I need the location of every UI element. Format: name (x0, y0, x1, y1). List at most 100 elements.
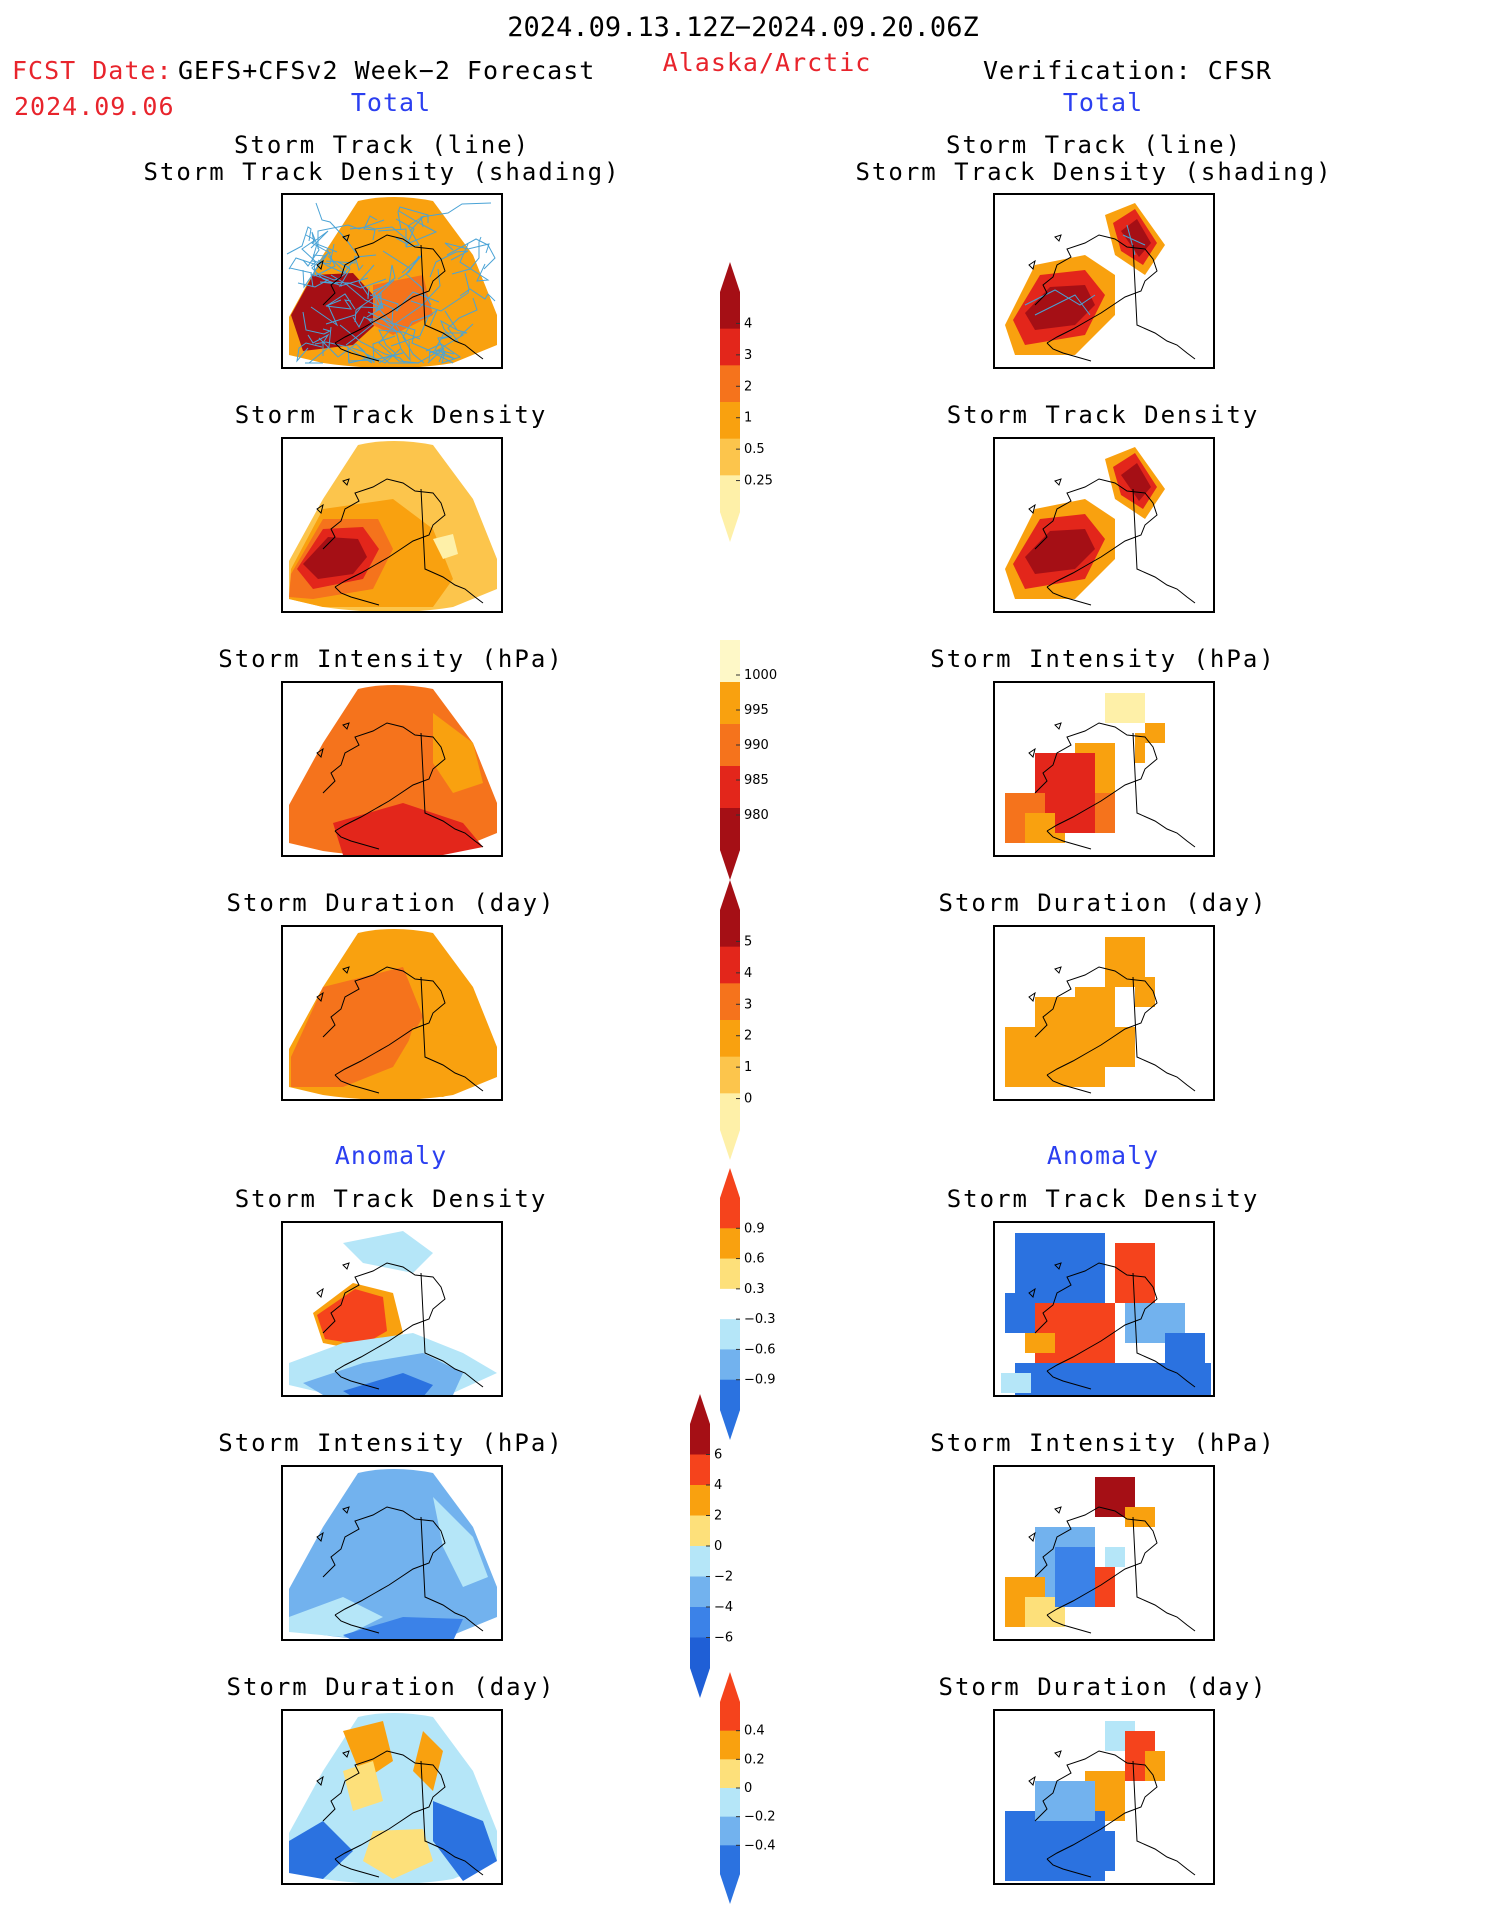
colorbar-plot: 0.4 0.2 0 −0.2 −0.4 (720, 1672, 776, 1904)
panel-title-intensity-left: Storm Intensity (hPa) (218, 645, 564, 673)
colorbar-tick-label: 1 (744, 411, 752, 426)
coastline (316, 966, 484, 1094)
map-intensity-forecast-plot (289, 685, 497, 855)
colorbar-tick-label: 0.5 (744, 442, 765, 457)
map-density-anomaly-forecast-plot (289, 1225, 497, 1395)
colorbar-swatch (720, 438, 740, 476)
colorbar-tick-label: 2 (744, 379, 752, 394)
coastline (1028, 966, 1196, 1094)
colorbar-swatch (720, 1056, 740, 1094)
panel-title-track-line-right: Storm Track (line) (945, 131, 1243, 159)
colorbar-tick-label: −0.4 (744, 1838, 776, 1853)
colorbar-swatch (720, 1379, 740, 1411)
panel-title-density-anom-left: Storm Track Density (234, 1185, 548, 1213)
colorbar-swatch (720, 1288, 740, 1320)
coastline (1028, 478, 1196, 606)
storm-tracks (1024, 224, 1146, 316)
coastline (316, 478, 484, 606)
panel-title-density-anom-right: Storm Track Density (946, 1185, 1260, 1213)
colorbar-swatch (720, 475, 740, 513)
colorbar-tick-label: 6 (714, 1448, 722, 1463)
coastline (316, 1506, 484, 1634)
colorbar-swatch (720, 1093, 740, 1131)
coastline (1028, 1506, 1196, 1634)
colorbar-tick-label: −6 (714, 1631, 733, 1646)
colorbar-tick-label: −0.3 (744, 1312, 776, 1327)
colorbar-tick-label: 2 (714, 1509, 722, 1524)
colorbar-intensity-anomaly: 6 4 2 0 −2 −4 −6 (688, 1394, 778, 1698)
colorbar-swatch (690, 1546, 710, 1577)
map-intensity-anomaly-forecast-plot (289, 1469, 497, 1639)
grid-cell (1055, 773, 1095, 833)
colorbar-swatch (720, 983, 740, 1021)
map-duration-verification-plot (1005, 937, 1196, 1094)
colorbar-tick-label: 5 (744, 934, 752, 949)
map-track-line-forecast-plot (286, 197, 497, 367)
map-intensity-anomaly-forecast (281, 1465, 503, 1641)
right-anomaly-label: Anomaly (1046, 1141, 1160, 1170)
colorbar-tick-label: 4 (714, 1478, 722, 1493)
coastline (1028, 722, 1196, 850)
colorbar-swatch (720, 1349, 740, 1381)
grid-cell (1015, 1233, 1105, 1303)
grid-cell (1035, 1781, 1095, 1821)
panel-title-density-left: Storm Track Density (234, 401, 548, 429)
map-track-line-verification (993, 193, 1215, 369)
grid-cell (1145, 1751, 1165, 1781)
colorbar-tick-label: 0.2 (744, 1752, 765, 1767)
map-duration-forecast-plot (289, 929, 497, 1099)
colorbar-swatch (690, 1454, 710, 1486)
colorbar-tick-label: 0.6 (744, 1252, 765, 1267)
map-intensity-anomaly-verification (993, 1465, 1215, 1641)
colorbar-swatch (690, 1424, 710, 1455)
grid-cell (1105, 1547, 1125, 1567)
colorbar-swatch (720, 1020, 740, 1058)
grid-cell (1135, 733, 1145, 763)
map-track-line-forecast (281, 193, 503, 369)
colorbar-tick-label: 995 (744, 703, 769, 718)
colorbar-swatch (720, 682, 740, 725)
map-density-forecast (281, 437, 503, 613)
map-intensity-verification-plot (1005, 693, 1196, 850)
colorbar-plot: 1000 995 990 985 980 (720, 640, 777, 880)
coastline (316, 722, 484, 850)
colorbar-tick-label: 4 (744, 966, 752, 981)
colorbar-tick-label: 3 (744, 348, 752, 363)
map-density-verification (993, 437, 1215, 613)
grid-cell (1125, 1507, 1155, 1527)
colorbar-swatch (720, 402, 740, 440)
panel-title-duration-left: Storm Duration (day) (226, 889, 556, 917)
grid-cell (1055, 1831, 1115, 1871)
colorbar-density-anomaly: 0.9 0.6 0.3 −0.3 −0.6 −0.9 (718, 1168, 808, 1440)
colorbar-swatch (690, 1607, 710, 1638)
colorbar-swatch (690, 1515, 710, 1547)
grid-cell (1035, 997, 1095, 1037)
panel-title-intensity-right: Storm Intensity (hPa) (930, 645, 1276, 673)
colorbar-swatch (690, 1637, 710, 1669)
colorbar-tick-label: 1000 (744, 668, 777, 683)
map-duration-anomaly-verification-plot (1005, 1721, 1196, 1881)
panel-title-duration-anom-left: Storm Duration (day) (226, 1673, 556, 1701)
colorbar-swatch (720, 1788, 740, 1818)
colorbar-duration: 5 4 3 2 1 0 (718, 880, 808, 1160)
colorbar-swatch (720, 1845, 740, 1875)
colorbar-swatch (720, 1258, 740, 1290)
coastline (316, 1750, 484, 1878)
grid-cell (1055, 1547, 1095, 1607)
grid-cell (1135, 977, 1155, 1007)
colorbar-swatch (720, 946, 740, 984)
verification-label: Verification: CFSR (983, 56, 1272, 85)
grid-cell (1115, 1243, 1155, 1303)
grid-cell (1105, 693, 1145, 723)
colorbar-swatch (690, 1485, 710, 1516)
grid-cell (1001, 1373, 1031, 1393)
colorbar-tick-label: 1 (744, 1060, 752, 1075)
colorbar-swatch (720, 724, 740, 767)
colorbar-tick-label: 4 (744, 316, 752, 331)
map-density-forecast-plot (289, 441, 497, 611)
coastline (316, 1262, 484, 1390)
panel-title-track-shading-right: Storm Track Density (shading) (855, 158, 1333, 186)
colorbar-tick-label: 0.3 (744, 1282, 765, 1297)
colorbar-tick-label: −0.9 (744, 1373, 776, 1388)
coastline (1028, 1262, 1196, 1390)
